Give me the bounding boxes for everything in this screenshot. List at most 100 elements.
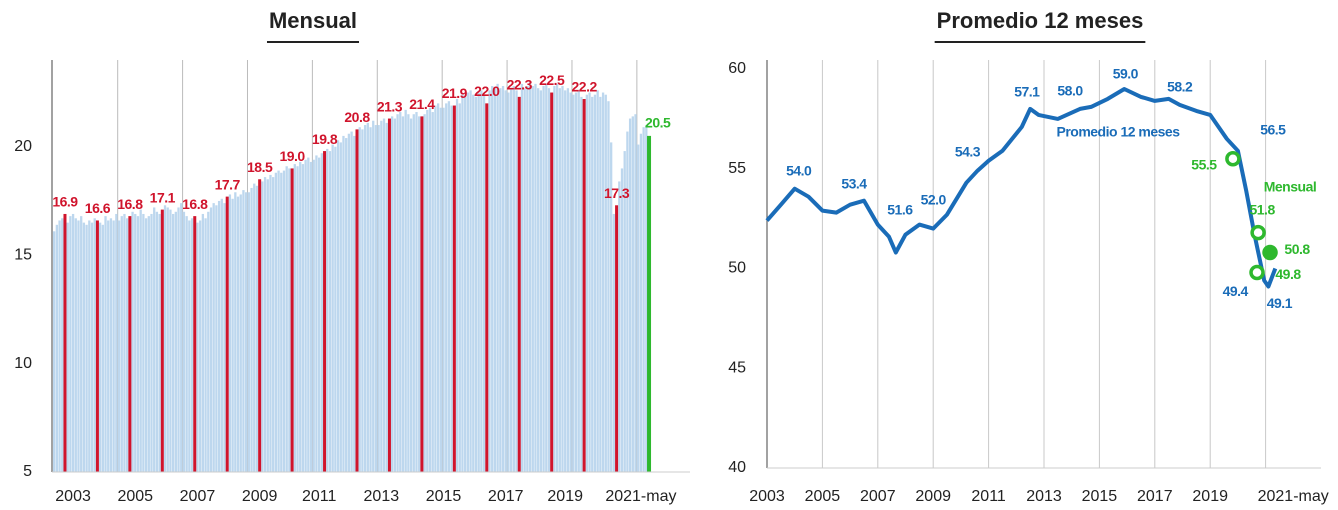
bar xyxy=(74,218,77,472)
bar xyxy=(144,218,148,472)
x-tick-label: 2013 xyxy=(1026,488,1062,505)
bar xyxy=(558,88,561,472)
bar xyxy=(342,135,345,473)
bar xyxy=(77,220,80,472)
bar xyxy=(591,96,594,472)
bar xyxy=(334,146,337,472)
bar xyxy=(631,116,634,473)
bar xyxy=(128,216,132,472)
line xyxy=(765,87,1278,289)
bar xyxy=(382,118,386,473)
bar xyxy=(155,211,159,472)
bar xyxy=(534,83,537,472)
bar xyxy=(134,213,137,473)
bar xyxy=(423,114,426,473)
bar xyxy=(185,216,188,472)
bar xyxy=(466,92,470,473)
bar xyxy=(542,86,545,472)
bar xyxy=(426,109,429,472)
bar xyxy=(415,112,418,472)
bar xyxy=(620,168,624,472)
bar xyxy=(93,218,96,472)
x-tick-label: 2015 xyxy=(1082,488,1118,505)
bar xyxy=(588,92,591,473)
bar xyxy=(231,198,234,473)
data-label: 19.0 xyxy=(279,148,305,164)
bar xyxy=(464,96,467,472)
bar xyxy=(407,114,410,473)
bar xyxy=(474,96,478,472)
bar xyxy=(385,122,388,472)
bar xyxy=(404,109,407,472)
bar xyxy=(347,133,351,472)
data-label: 21.3 xyxy=(377,98,403,114)
y-tick-label: 50 xyxy=(728,260,746,277)
bar xyxy=(280,172,283,473)
bar xyxy=(174,211,177,472)
data-label: 49.1 xyxy=(1267,295,1293,311)
bar xyxy=(637,144,640,472)
bar xyxy=(355,129,359,473)
x-tick-label: 2007 xyxy=(180,488,216,505)
bar xyxy=(196,222,199,472)
x-tick-label: 2005 xyxy=(805,488,841,505)
bar xyxy=(455,99,459,472)
data-label: 21.9 xyxy=(442,85,468,101)
x-tick-label: 2021-may xyxy=(605,488,676,505)
bar xyxy=(139,209,142,473)
bar xyxy=(272,177,275,473)
data-label: 17.1 xyxy=(150,189,176,205)
data-label: 20.8 xyxy=(344,109,370,125)
data-label: 21.4 xyxy=(409,96,435,112)
bar xyxy=(647,135,652,473)
y-tick-label: 5 xyxy=(23,463,32,480)
y-tick-label: 60 xyxy=(728,60,746,77)
bar xyxy=(101,224,104,472)
bar xyxy=(326,148,329,472)
data-label: 16.8 xyxy=(117,196,143,212)
bar xyxy=(217,200,221,472)
bar xyxy=(593,94,597,473)
bar xyxy=(117,220,121,472)
bar xyxy=(401,116,405,473)
bar xyxy=(288,168,291,472)
bar xyxy=(142,213,145,473)
bar xyxy=(539,90,543,472)
bar xyxy=(412,114,415,473)
bar xyxy=(480,90,483,472)
bar xyxy=(512,86,515,472)
bar xyxy=(528,81,532,473)
bar xyxy=(307,157,310,472)
point xyxy=(1250,224,1266,241)
data-label: 17.7 xyxy=(215,176,241,192)
x-tick-label: 2003 xyxy=(55,488,91,505)
bar xyxy=(204,218,207,472)
bar xyxy=(160,209,164,473)
bar xyxy=(225,196,229,472)
bar xyxy=(572,94,575,473)
bar xyxy=(450,105,453,473)
data-label: 17.3 xyxy=(604,185,630,201)
bar xyxy=(553,86,556,472)
bar xyxy=(639,133,643,472)
bar xyxy=(391,116,394,473)
bar xyxy=(504,90,507,472)
bar xyxy=(296,166,299,472)
y-tick-label: 15 xyxy=(14,246,32,263)
bar xyxy=(61,218,64,472)
bar xyxy=(58,220,61,472)
bar xyxy=(537,88,540,472)
bar xyxy=(112,220,115,472)
bar xyxy=(428,107,432,472)
bar xyxy=(447,101,451,472)
bar xyxy=(301,164,305,472)
bar xyxy=(488,90,491,472)
bar xyxy=(163,205,167,472)
bar xyxy=(350,131,353,472)
bar xyxy=(150,213,153,473)
bar xyxy=(387,118,391,473)
bar xyxy=(285,166,288,472)
bar xyxy=(261,181,264,472)
data-label: 49.8 xyxy=(1275,266,1301,282)
bar xyxy=(615,205,619,472)
